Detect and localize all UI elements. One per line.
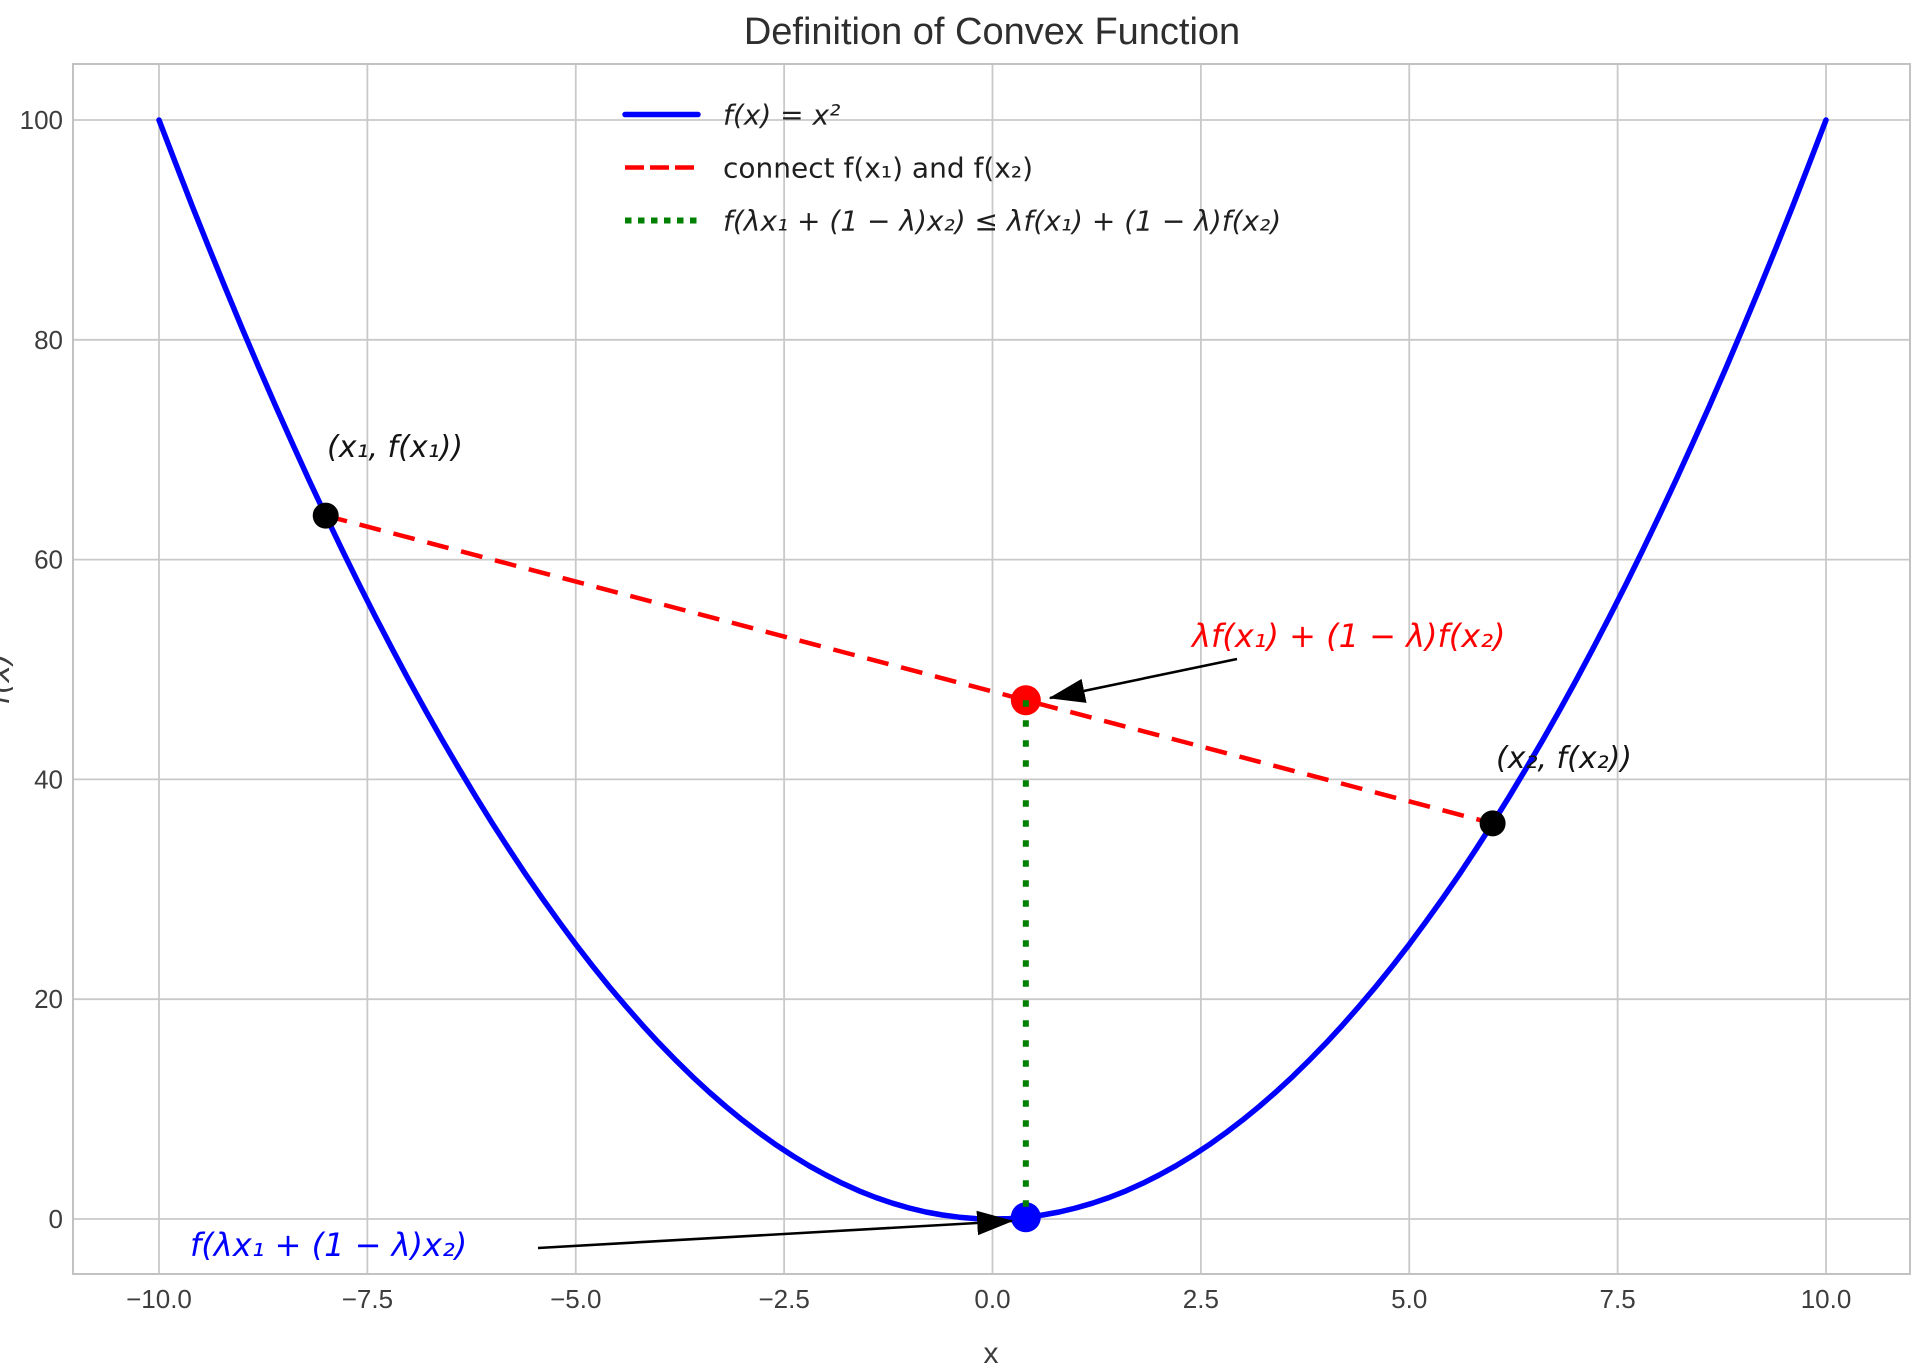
x-tick-labels: −10.0 −7.5 −5.0 −2.5 0.0 2.5 5.0 7.5 10.0 <box>126 1284 1851 1314</box>
x-tick-label: −10.0 <box>126 1284 192 1314</box>
plot-border <box>72 63 1911 1275</box>
gridlines <box>73 64 1910 1274</box>
function-value-arrow <box>537 1210 1014 1250</box>
y-tick-label: 40 <box>34 764 63 794</box>
chord-line <box>325 513 1494 826</box>
y-tick-label: 20 <box>34 984 63 1014</box>
y-tick-labels: 0 20 40 60 80 100 <box>20 105 63 1234</box>
data-points <box>312 502 1506 1233</box>
legend-label: f(λx₁ + (1 − λ)x₂) ≤ λf(x₁) + (1 − λ)f(x… <box>723 205 1281 238</box>
x-tick-label: 5.0 <box>1391 1284 1427 1314</box>
chord-value-annotation: λf(x₁) + (1 − λ)f(x₂) <box>1190 617 1506 655</box>
chord-value-arrow <box>1048 657 1238 703</box>
x-axis-label: x <box>984 1337 999 1370</box>
legend: f(x) = x² connect f(x₁) and f(x₂) f(λx₁ + … <box>622 99 1281 238</box>
legend-label: f(x) = x² <box>723 99 840 132</box>
y-tick-label: 60 <box>34 545 63 575</box>
x-tick-label: 10.0 <box>1801 1284 1852 1314</box>
y-axis-label: f(x) <box>0 653 17 705</box>
function-value-annotation: f(λx₁ + (1 − λ)x₂) <box>190 1226 467 1264</box>
x-tick-label: −2.5 <box>758 1284 809 1314</box>
x2-point <box>1479 810 1506 837</box>
x-tick-label: −7.5 <box>342 1284 393 1314</box>
y-tick-label: 0 <box>49 1204 63 1234</box>
x-tick-label: 2.5 <box>1183 1284 1219 1314</box>
point2-label: (x₂, f(x₂)) <box>1496 741 1632 776</box>
function-value-point <box>1010 1202 1041 1233</box>
x-tick-label: 7.5 <box>1600 1284 1636 1314</box>
point1-label: (x₁, f(x₁)) <box>327 430 463 465</box>
x1-point <box>312 502 339 529</box>
x-tick-label: −5.0 <box>550 1284 601 1314</box>
y-tick-label: 80 <box>34 325 63 355</box>
y-tick-label: 100 <box>20 105 63 135</box>
legend-label: connect f(x₁) and f(x₂) <box>723 152 1033 185</box>
chart-title: Definition of Convex Function <box>744 11 1240 53</box>
x-tick-label: 0.0 <box>974 1284 1010 1314</box>
